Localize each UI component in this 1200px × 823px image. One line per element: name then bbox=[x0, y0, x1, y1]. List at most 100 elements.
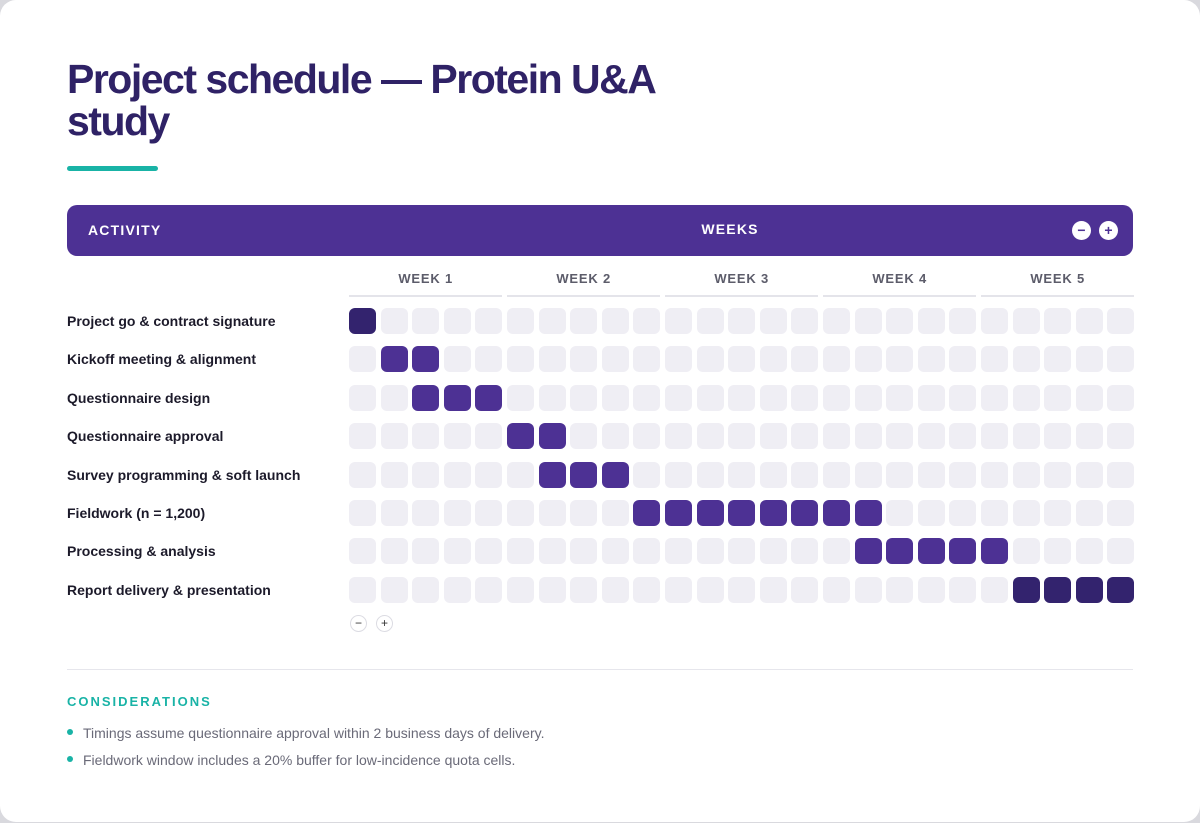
schedule-cell[interactable] bbox=[886, 346, 914, 373]
schedule-cell-active[interactable] bbox=[633, 500, 661, 526]
schedule-cell[interactable] bbox=[1044, 346, 1072, 373]
schedule-cell[interactable] bbox=[570, 538, 598, 565]
schedule-cell[interactable] bbox=[886, 500, 914, 526]
schedule-cell[interactable] bbox=[380, 423, 408, 450]
schedule-cell[interactable] bbox=[443, 461, 471, 488]
schedule-cell[interactable] bbox=[1012, 461, 1040, 488]
schedule-cell[interactable] bbox=[917, 576, 945, 603]
schedule-cell-active[interactable] bbox=[412, 346, 440, 373]
schedule-cell[interactable] bbox=[507, 346, 534, 373]
schedule-cell[interactable] bbox=[507, 308, 534, 334]
schedule-cell[interactable] bbox=[570, 308, 598, 334]
schedule-cell[interactable] bbox=[1107, 308, 1135, 334]
schedule-cell[interactable] bbox=[380, 538, 408, 565]
schedule-cell-active[interactable] bbox=[538, 461, 566, 488]
schedule-cell[interactable] bbox=[665, 576, 692, 603]
schedule-cell[interactable] bbox=[475, 423, 503, 450]
schedule-cell[interactable] bbox=[507, 538, 534, 565]
schedule-cell[interactable] bbox=[728, 576, 756, 603]
schedule-cell[interactable] bbox=[981, 346, 1008, 373]
schedule-cell-active[interactable] bbox=[917, 538, 945, 565]
schedule-cell[interactable] bbox=[443, 500, 471, 526]
schedule-cell[interactable] bbox=[570, 423, 598, 450]
schedule-cell[interactable] bbox=[601, 423, 629, 450]
schedule-cell[interactable] bbox=[1107, 461, 1135, 488]
schedule-cell[interactable] bbox=[696, 576, 724, 603]
schedule-cell[interactable] bbox=[380, 500, 408, 526]
schedule-cell[interactable] bbox=[949, 346, 977, 373]
schedule-cell[interactable] bbox=[759, 461, 787, 488]
schedule-cell-active[interactable] bbox=[854, 500, 882, 526]
schedule-cell[interactable] bbox=[917, 384, 945, 411]
schedule-cell[interactable] bbox=[917, 461, 945, 488]
schedule-cell-active[interactable] bbox=[1075, 576, 1103, 603]
schedule-cell[interactable] bbox=[601, 384, 629, 411]
schedule-cell[interactable] bbox=[917, 308, 945, 334]
schedule-cell[interactable] bbox=[475, 538, 503, 565]
schedule-cell[interactable] bbox=[791, 308, 819, 334]
schedule-cell[interactable] bbox=[696, 346, 724, 373]
schedule-cell-active[interactable] bbox=[570, 461, 598, 488]
schedule-cell[interactable] bbox=[791, 461, 819, 488]
schedule-cell[interactable] bbox=[349, 384, 376, 411]
schedule-cell[interactable] bbox=[1075, 423, 1103, 450]
schedule-cell-active[interactable] bbox=[791, 500, 819, 526]
schedule-cell[interactable] bbox=[823, 346, 850, 373]
schedule-cell[interactable] bbox=[1044, 538, 1072, 565]
schedule-cell[interactable] bbox=[633, 423, 661, 450]
schedule-cell[interactable] bbox=[791, 423, 819, 450]
schedule-cell[interactable] bbox=[886, 576, 914, 603]
schedule-cell[interactable] bbox=[949, 423, 977, 450]
schedule-cell[interactable] bbox=[601, 346, 629, 373]
schedule-cell[interactable] bbox=[412, 500, 440, 526]
schedule-cell[interactable] bbox=[633, 576, 661, 603]
schedule-cell[interactable] bbox=[854, 346, 882, 373]
schedule-cell-active[interactable] bbox=[854, 538, 882, 565]
schedule-cell[interactable] bbox=[1044, 500, 1072, 526]
schedule-cell-active[interactable] bbox=[823, 500, 850, 526]
schedule-cell[interactable] bbox=[949, 461, 977, 488]
schedule-cell[interactable] bbox=[380, 308, 408, 334]
schedule-cell[interactable] bbox=[949, 576, 977, 603]
schedule-cell[interactable] bbox=[823, 384, 850, 411]
schedule-cell[interactable] bbox=[443, 576, 471, 603]
schedule-cell[interactable] bbox=[917, 500, 945, 526]
schedule-cell[interactable] bbox=[696, 538, 724, 565]
schedule-cell[interactable] bbox=[759, 346, 787, 373]
schedule-cell[interactable] bbox=[728, 423, 756, 450]
schedule-cell[interactable] bbox=[949, 384, 977, 411]
schedule-cell-active[interactable] bbox=[949, 538, 977, 565]
schedule-cell-active[interactable] bbox=[412, 384, 440, 411]
schedule-cell-active[interactable] bbox=[759, 500, 787, 526]
schedule-cell[interactable] bbox=[412, 461, 440, 488]
schedule-cell[interactable] bbox=[728, 308, 756, 334]
zoom-in-button[interactable]: + bbox=[1099, 221, 1118, 240]
schedule-cell[interactable] bbox=[1044, 423, 1072, 450]
schedule-cell[interactable] bbox=[981, 308, 1008, 334]
schedule-cell[interactable] bbox=[854, 308, 882, 334]
schedule-cell[interactable] bbox=[1075, 500, 1103, 526]
schedule-cell[interactable] bbox=[538, 308, 566, 334]
schedule-cell[interactable] bbox=[886, 384, 914, 411]
schedule-cell[interactable] bbox=[443, 423, 471, 450]
schedule-cell[interactable] bbox=[1075, 308, 1103, 334]
schedule-cell-active[interactable] bbox=[601, 461, 629, 488]
schedule-cell[interactable] bbox=[854, 461, 882, 488]
schedule-cell[interactable] bbox=[791, 384, 819, 411]
schedule-cell[interactable] bbox=[538, 576, 566, 603]
schedule-cell[interactable] bbox=[854, 576, 882, 603]
schedule-cell[interactable] bbox=[475, 500, 503, 526]
schedule-cell[interactable] bbox=[601, 538, 629, 565]
schedule-cell-active[interactable] bbox=[380, 346, 408, 373]
schedule-cell[interactable] bbox=[759, 423, 787, 450]
schedule-cell[interactable] bbox=[633, 384, 661, 411]
schedule-cell[interactable] bbox=[601, 576, 629, 603]
schedule-cell[interactable] bbox=[759, 576, 787, 603]
schedule-cell-active[interactable] bbox=[349, 308, 376, 334]
schedule-cell[interactable] bbox=[696, 461, 724, 488]
schedule-cell[interactable] bbox=[412, 538, 440, 565]
schedule-cell[interactable] bbox=[1075, 538, 1103, 565]
schedule-cell[interactable] bbox=[728, 538, 756, 565]
schedule-cell[interactable] bbox=[665, 308, 692, 334]
schedule-cell[interactable] bbox=[728, 461, 756, 488]
